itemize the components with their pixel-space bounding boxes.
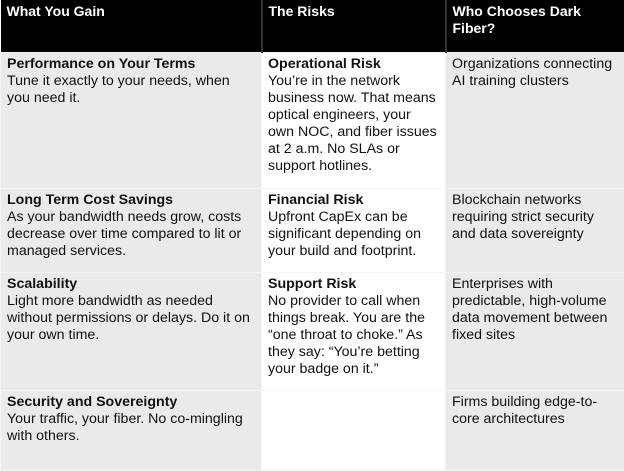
risk-title: Support Risk [268,276,439,293]
gain-title: Long Term Cost Savings [7,192,255,209]
who-cell: Blockchain networks requiring strict sec… [446,189,624,273]
gain-text: Tune it exactly to your needs, when you … [7,73,230,106]
risk-text: Upfront CapEx can be significant dependi… [268,209,421,259]
gain-text: Light more bandwidth as needed without p… [7,293,250,343]
gain-text: Your traffic, your fiber. No co-mingling… [7,411,243,444]
gain-title: Performance on Your Terms [7,56,255,73]
header-row: What You Gain The Risks Who Chooses Dark… [1,0,624,53]
header-what-you-gain: What You Gain [1,0,262,53]
gain-title: Security and Sovereignty [7,394,255,411]
who-cell: Firms building edge-to-core architecture… [446,391,624,471]
gain-title: Scalability [7,276,255,293]
risk-title: Operational Risk [268,56,439,73]
risk-text: No provider to call when things break. Y… [268,293,425,377]
risk-cell-empty [262,391,446,471]
gain-text: As your bandwidth needs grow, costs decr… [7,209,241,259]
risk-title: Financial Risk [268,192,439,209]
risk-text: You’re in the network business now. That… [268,73,437,174]
header-who-chooses: Who Chooses Dark Fiber? [446,0,624,53]
who-cell: Organizations connecting AI training clu… [446,53,624,189]
header-the-risks: The Risks [262,0,446,53]
who-cell: Enterprises with predictable, high-volum… [446,273,624,391]
